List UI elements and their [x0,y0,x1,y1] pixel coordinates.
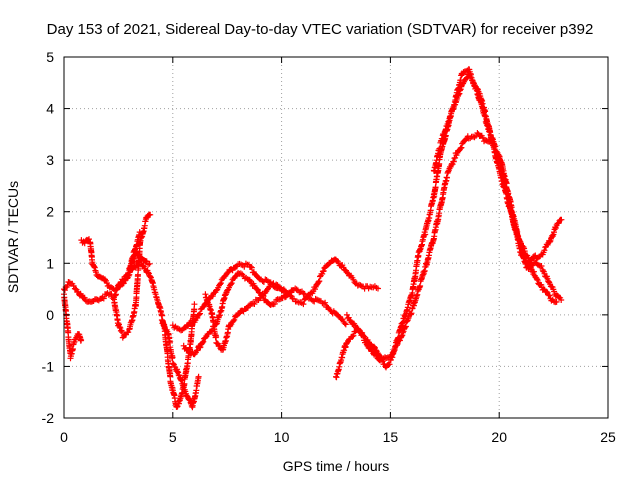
x-tick-label: 0 [60,429,68,445]
data-series [202,281,284,353]
data-series [180,270,349,358]
x-tick-label: 5 [169,429,177,445]
data-series [430,71,565,303]
chart-title: Day 153 of 2021, Sidereal Day-to-day VTE… [47,21,594,38]
axis-ticks: 0 5 10 15 20 25 -2 -1 0 1 2 3 4 5 [42,49,616,445]
data-series [158,317,202,411]
series-markers [333,66,560,381]
series-markers [111,211,154,341]
grid-lines [64,57,608,418]
series-markers [202,281,284,353]
x-tick-label: 10 [274,429,290,445]
data-series [111,211,154,341]
series-markers [126,248,198,410]
y-tick-label: 3 [46,152,54,168]
data-points [61,66,565,411]
series-markers [158,317,202,411]
data-series [343,130,565,364]
plot-frame [63,56,609,419]
y-tick-label: 0 [46,307,54,323]
series-markers [343,130,565,364]
y-tick-label: 5 [46,49,54,65]
data-series [126,248,198,410]
x-axis-label: GPS time / hours [283,458,390,474]
data-series [333,66,560,381]
x-tick-label: 15 [383,429,399,445]
y-tick-label: 1 [46,255,54,271]
y-axis-label: SDTVAR / TECUs [5,181,21,293]
x-tick-label: 25 [600,429,616,445]
y-tick-label: -2 [42,410,55,426]
y-tick-label: 2 [46,204,54,220]
series-markers [430,71,565,303]
x-tick-label: 20 [491,429,507,445]
series-markers [180,270,349,358]
y-tick-label: -1 [42,358,55,374]
y-tick-label: 4 [46,101,54,117]
